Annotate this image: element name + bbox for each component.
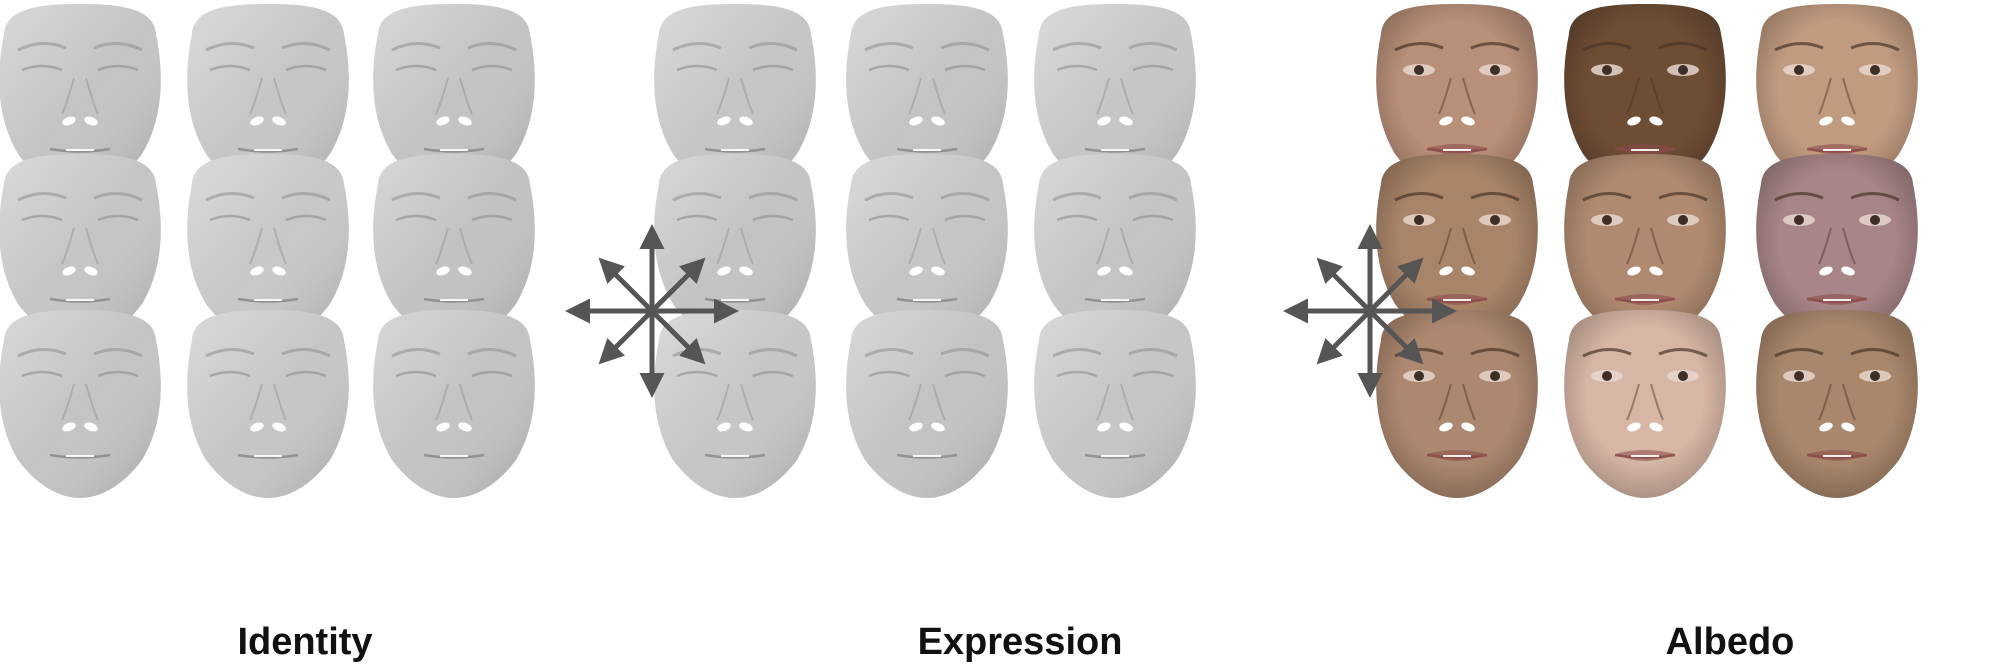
identity-face bbox=[0, 310, 161, 498]
identity-face bbox=[373, 154, 535, 342]
identity-face bbox=[187, 4, 349, 192]
eight-direction-arrows-icon bbox=[565, 224, 739, 398]
expression-face bbox=[1034, 310, 1196, 498]
expression-face bbox=[1034, 154, 1196, 342]
albedo-face bbox=[1756, 4, 1918, 192]
albedo-face bbox=[1564, 154, 1726, 342]
albedo-face bbox=[1564, 4, 1726, 192]
face-grid bbox=[0, 4, 1918, 498]
albedo-label: Albedo bbox=[1665, 621, 1795, 663]
expression-label: Expression bbox=[917, 621, 1123, 663]
albedo-face-grid bbox=[1376, 4, 1918, 498]
identity-label: Identity bbox=[237, 621, 373, 663]
identity-face bbox=[373, 4, 535, 192]
expression-face bbox=[654, 4, 816, 192]
albedo-face bbox=[1376, 154, 1538, 342]
identity-face bbox=[0, 4, 161, 192]
identity-face bbox=[373, 310, 535, 498]
expression-face bbox=[846, 310, 1008, 498]
identity-face-grid bbox=[0, 4, 535, 498]
eight-direction-arrows-icon bbox=[1283, 224, 1457, 398]
expression-face bbox=[846, 4, 1008, 192]
identity-face bbox=[187, 310, 349, 498]
albedo-face bbox=[1756, 154, 1918, 342]
identity-face bbox=[0, 154, 161, 342]
albedo-face bbox=[1756, 310, 1918, 498]
arrow-groups bbox=[565, 224, 1457, 398]
albedo-face bbox=[1564, 310, 1726, 498]
expression-face-grid bbox=[654, 4, 1196, 498]
albedo-face bbox=[1376, 4, 1538, 192]
expression-face bbox=[654, 154, 816, 342]
identity-face bbox=[187, 154, 349, 342]
expression-face bbox=[846, 154, 1008, 342]
expression-face bbox=[1034, 4, 1196, 192]
